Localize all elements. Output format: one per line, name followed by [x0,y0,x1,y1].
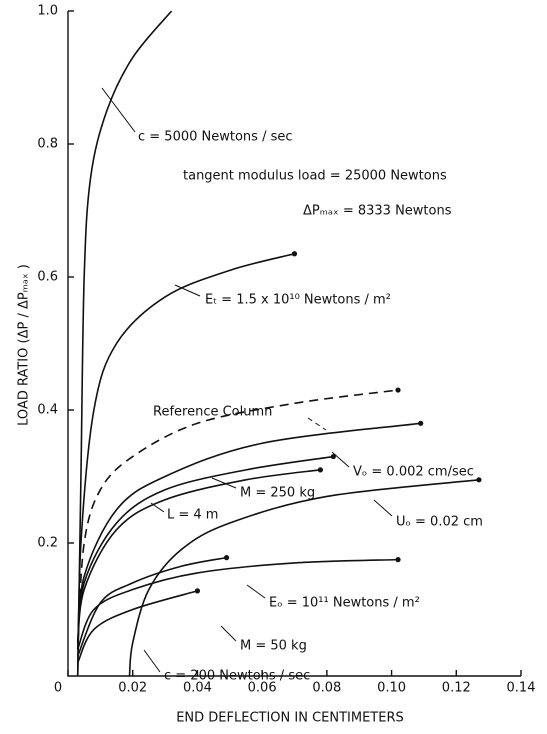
curve-label: M = 250 kg [240,486,315,501]
leader-line [211,477,237,489]
x-tick-label: 0.08 [312,681,341,696]
x-tick-label: 0.14 [507,681,536,696]
curve [76,389,399,643]
curve [76,556,227,657]
leader-line [150,502,165,513]
curve-label: Uₒ = 0.02 cm [396,515,483,530]
y-tick-label: 0.8 [37,137,58,152]
curve [76,590,198,664]
y-tick-label: 0.2 [37,536,58,551]
curve [76,422,421,643]
leader-line [331,451,350,468]
y-tick-label: 0.6 [37,270,58,285]
curve-label: Eₜ = 1.5 x 10¹⁰ Newtons / m² [205,293,391,308]
curve-label: c = 5000 Newtons / sec [138,130,293,145]
x-tick-label: 0.12 [442,681,471,696]
curve [76,455,334,650]
curve [76,469,321,650]
end-point [418,420,424,426]
y-tick-label: 0.4 [37,403,58,418]
axis [67,11,521,677]
leader-line [373,499,393,517]
curve-label: c = 200 Newtons / sec [164,669,310,684]
end-point [194,588,201,594]
curve [76,10,173,677]
end-point [476,477,482,483]
x-tick-label: 0.06 [248,681,277,696]
curve-label: Eₒ = 10¹¹ Newtons / m² [269,596,420,611]
x-tick-label: 0 [54,681,62,696]
curve-label: Reference Column [153,405,272,420]
curve-label: M = 50 kg [240,639,307,654]
curve [76,558,399,650]
end-point [317,467,323,473]
x-tick-label: 0.02 [118,681,147,696]
end-point [291,251,298,257]
leader-line [101,87,136,133]
end-point [223,555,230,561]
end-point [330,453,336,460]
x-tick-label: 0.04 [183,681,212,696]
x-tick-label: 0.10 [377,681,406,696]
leader-line [143,649,161,673]
leader-line [307,417,327,431]
end-point [395,557,401,563]
end-point [395,387,401,393]
curve-label: Vₒ = 0.002 cm/sec [353,465,474,480]
leader-line [220,625,237,642]
y-tick-label: 1.0 [37,4,58,19]
curve [128,479,480,677]
annotation: tangent modulus load = 25000 Newtons [183,169,447,184]
curve [76,252,295,677]
y-axis-label: LOAD RATIO (ΔP / ΔPₘₐₓ ) [17,264,32,426]
leader-line [174,284,201,297]
curve-label: L = 4 m [167,508,218,523]
x-axis-label: END DEFLECTION IN CENTIMETERS [176,711,404,726]
annotation: ΔPₘₐₓ = 8333 Newtons [303,204,452,219]
leader-line [246,584,266,599]
